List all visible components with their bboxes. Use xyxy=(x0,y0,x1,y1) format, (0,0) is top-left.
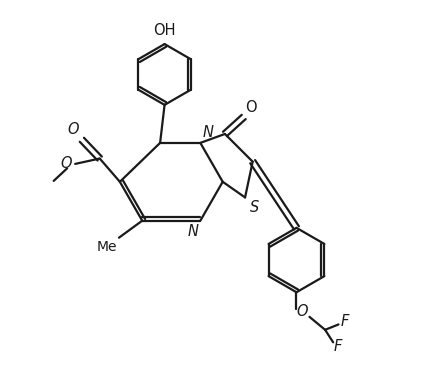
Text: N: N xyxy=(203,125,214,140)
Text: O: O xyxy=(245,100,257,115)
Text: O: O xyxy=(296,303,308,319)
Text: N: N xyxy=(187,224,198,239)
Text: O: O xyxy=(60,156,72,172)
Text: F: F xyxy=(341,314,349,329)
Text: S: S xyxy=(250,200,259,215)
Text: Me: Me xyxy=(96,240,117,254)
Text: F: F xyxy=(334,339,343,354)
Text: O: O xyxy=(68,122,79,136)
Text: OH: OH xyxy=(153,23,176,38)
